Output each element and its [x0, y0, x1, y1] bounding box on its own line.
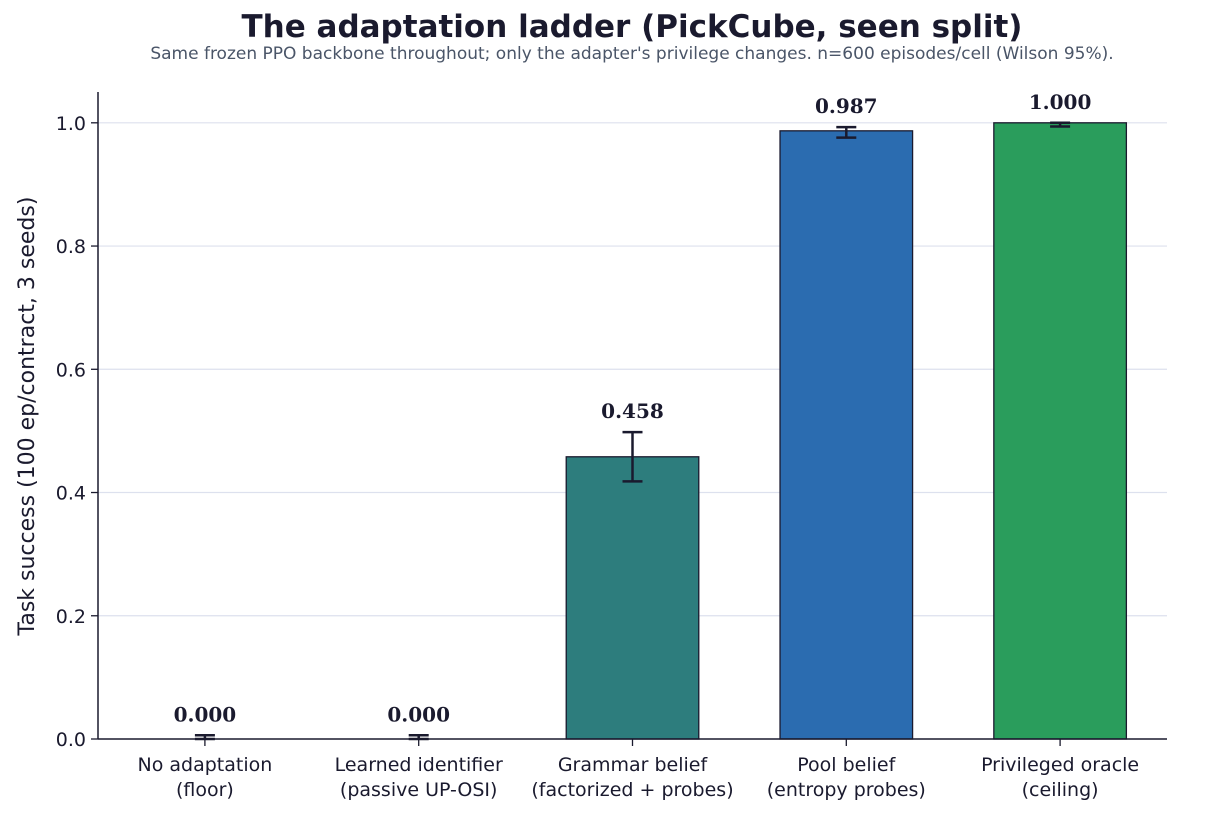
- x-tick-label: (floor): [176, 779, 234, 801]
- x-tick-label: (entropy probes): [767, 779, 926, 801]
- y-tick-label: 1.0: [56, 113, 86, 135]
- y-axis-label: Task success (100 ep/contract, 3 seeds): [15, 197, 40, 637]
- y-tick-label: 0.8: [56, 236, 86, 258]
- y-tick-label: 0.0: [56, 729, 86, 751]
- x-tick-label: Learned identifier: [335, 754, 503, 776]
- data-label: 0.000: [387, 702, 450, 726]
- x-tick-label: Pool belief: [797, 754, 896, 776]
- data-label: 1.000: [1029, 90, 1092, 114]
- y-tick-label: 0.2: [56, 606, 86, 628]
- grid-lines: [98, 122, 1167, 617]
- x-tick-label: No adaptation: [138, 754, 273, 776]
- x-tick-label: Privileged oracle: [981, 754, 1139, 776]
- x-tick-label: Grammar belief: [558, 754, 709, 776]
- y-tick-label: 0.4: [56, 483, 86, 505]
- data-label: 0.458: [601, 399, 664, 423]
- bar: [565, 456, 700, 740]
- y-tick-label: 0.6: [56, 359, 86, 381]
- x-tick-label: (passive UP-OSI): [340, 779, 498, 801]
- chart-subtitle: Same frozen PPO backbone throughout; onl…: [150, 44, 1113, 64]
- data-label: 0.000: [174, 702, 237, 726]
- bar: [779, 130, 914, 740]
- x-tick-label: (ceiling): [1022, 779, 1099, 801]
- bar: [993, 122, 1128, 740]
- chart-title: The adaptation ladder (PickCube, seen sp…: [242, 9, 1023, 45]
- data-label: 0.987: [815, 94, 878, 118]
- axes: 0.0 0.2 0.4 0.6 0.8 1.0 No adaptation (floor) Le…: [56, 92, 1167, 801]
- x-tick-label: (factorized + probes): [531, 779, 733, 801]
- bars: 0.000 0.000 0.458 0.987 1.000: [174, 90, 1128, 741]
